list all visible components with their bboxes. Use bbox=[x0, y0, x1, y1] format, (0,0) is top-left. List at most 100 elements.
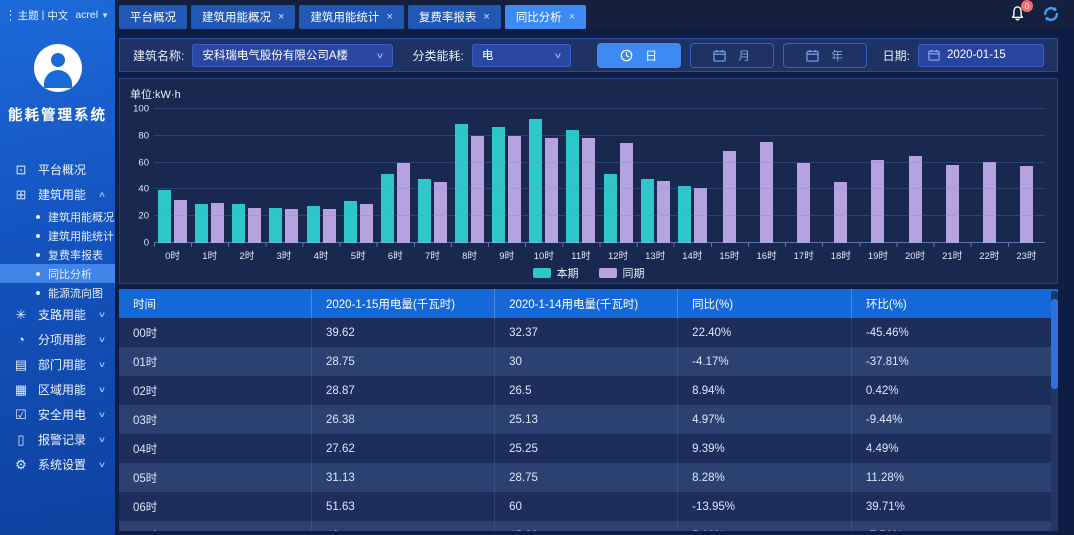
bar-同期-12时[interactable] bbox=[619, 143, 633, 243]
bar-同期-14时[interactable] bbox=[693, 188, 707, 243]
bar-本期-5时[interactable] bbox=[343, 201, 357, 243]
bar-同期-20时[interactable] bbox=[908, 155, 922, 243]
tab-复费率报表[interactable]: 复费率报表 × bbox=[407, 4, 501, 29]
x-axis-label: 11时 bbox=[571, 251, 591, 262]
table-scrollbar-thumb[interactable] bbox=[1051, 299, 1058, 389]
sidebar-item-department-energy[interactable]: ▤ 部门用能 ∨ bbox=[0, 352, 115, 377]
table-row[interactable]: 07时4845.635.19%-7.56% bbox=[119, 521, 1058, 531]
bar-同期-0时[interactable] bbox=[174, 199, 188, 243]
tab-同比分析[interactable]: 同比分析 × bbox=[504, 4, 587, 29]
bar-本期-9时[interactable] bbox=[492, 127, 506, 243]
bar-本期-11时[interactable] bbox=[566, 129, 580, 243]
bar-同期-1时[interactable] bbox=[211, 202, 225, 243]
bar-本期-13时[interactable] bbox=[640, 178, 654, 243]
bar-本期-7时[interactable] bbox=[417, 178, 431, 243]
bar-本期-10时[interactable] bbox=[529, 119, 543, 243]
bar-同期-15时[interactable] bbox=[722, 151, 736, 243]
bar-同期-3时[interactable] bbox=[285, 209, 299, 243]
bar-本期-8时[interactable] bbox=[455, 124, 469, 243]
bar-本期-4时[interactable] bbox=[306, 206, 320, 243]
table-row[interactable]: 04时 27.62 25.25 9.39% 4.49% bbox=[119, 434, 1058, 463]
date-input[interactable]: 2020-01-15 bbox=[918, 43, 1044, 67]
sidebar-item-region-energy[interactable]: ▦ 区域用能 ∨ bbox=[0, 377, 115, 402]
theme-switch[interactable]: 主题 bbox=[17, 9, 39, 22]
tab-建筑用能概况[interactable]: 建筑用能概况 × bbox=[191, 4, 296, 29]
period-button-年[interactable]: 年 bbox=[782, 42, 867, 68]
legend-item-同期[interactable]: 同期 bbox=[598, 265, 645, 281]
sidebar-item-branch-energy[interactable]: ✳ 支路用能 ∨ bbox=[0, 302, 115, 327]
sidebar-subitem-同比分析[interactable]: 同比分析 bbox=[0, 264, 115, 283]
sidebar-subitem-能源流向图[interactable]: 能源流向图 bbox=[0, 283, 115, 302]
table-row[interactable]: 01时 28.75 30 -4.17% -37.81% bbox=[119, 347, 1058, 376]
table-row[interactable]: 05时 31.13 28.75 8.28% 11.28% bbox=[119, 463, 1058, 492]
bar-同期-23时[interactable] bbox=[1019, 165, 1033, 243]
sidebar-item-system-settings[interactable]: ⚙ 系统设置 ∨ bbox=[0, 452, 115, 477]
refresh-button[interactable] bbox=[1042, 5, 1060, 26]
sidebar-item-alarm-records[interactable]: ▯ 报警记录 ∨ bbox=[0, 427, 115, 452]
tab-close-icon[interactable]: × bbox=[568, 10, 576, 23]
calendar-icon bbox=[928, 49, 940, 61]
table-row[interactable]: 00时 39.62 32.37 22.40% -45.46% bbox=[119, 318, 1058, 347]
sidebar-subitem-建筑用能统计[interactable]: 建筑用能统计 bbox=[0, 226, 115, 245]
chevron-down-icon: ▼ bbox=[101, 10, 109, 20]
bar-同期-9时[interactable] bbox=[508, 135, 522, 243]
tab-close-icon[interactable]: × bbox=[386, 10, 393, 23]
tab-close-icon[interactable]: × bbox=[278, 10, 285, 23]
avatar[interactable] bbox=[33, 44, 82, 92]
bar-同期-21时[interactable] bbox=[945, 164, 959, 243]
bar-group-4时 bbox=[303, 109, 340, 243]
sidebar-subitem-复费率报表[interactable]: 复费率报表 bbox=[0, 245, 115, 264]
bar-同期-22时[interactable] bbox=[982, 161, 996, 243]
legend-item-本期[interactable]: 本期 bbox=[532, 265, 579, 281]
bar-同期-13时[interactable] bbox=[656, 181, 670, 243]
sidebar-item-subentry-energy[interactable]: ◔ 分项用能 ∨ bbox=[0, 327, 115, 352]
bar-本期-0时[interactable] bbox=[158, 189, 172, 243]
period-button-label: 年 bbox=[831, 48, 844, 63]
bar-同期-4时[interactable] bbox=[322, 209, 336, 243]
bar-同期-17时[interactable] bbox=[797, 162, 811, 243]
bar-本期-12时[interactable] bbox=[603, 174, 617, 243]
notifications-button[interactable]: 0 bbox=[1009, 0, 1033, 25]
sidebar-item-platform-overview[interactable]: ⊡ 平台概况 bbox=[0, 157, 115, 182]
table-row[interactable]: 03时 26.38 25.13 4.97% -9.44% bbox=[119, 405, 1058, 434]
hamburger-menu-icon[interactable] bbox=[10, 9, 11, 21]
x-axis-label: 5时 bbox=[350, 251, 366, 262]
bar-同期-8时[interactable] bbox=[471, 135, 485, 243]
bar-同期-16时[interactable] bbox=[760, 141, 774, 243]
tab-平台概况[interactable]: 平台概况 bbox=[119, 4, 187, 29]
bar-本期-1时[interactable] bbox=[195, 204, 209, 243]
bar-同期-11时[interactable] bbox=[582, 138, 596, 243]
building-select[interactable]: 安科瑞电气股份有限公司A楼 ∨ bbox=[192, 43, 393, 67]
table-row[interactable]: 02时 28.87 26.5 8.94% 0.42% bbox=[119, 376, 1058, 405]
table-row[interactable]: 06时 51.63 60 -13.95% 39.71% bbox=[119, 492, 1058, 521]
bar-同期-6时[interactable] bbox=[396, 162, 410, 243]
table-cell: 01时 bbox=[119, 347, 312, 376]
sidebar-subitem-建筑用能概况[interactable]: 建筑用能概况 bbox=[0, 207, 115, 226]
sidebar-item-building-energy[interactable]: ⊞ 建筑用能 ∧ bbox=[0, 182, 115, 207]
bar-同期-7时[interactable] bbox=[433, 181, 447, 243]
table-cell: -9.44% bbox=[865, 413, 903, 426]
sidebar-header: 主题 | 中文 acrel ▼ bbox=[0, 0, 115, 30]
bar-本期-3时[interactable] bbox=[269, 207, 283, 243]
bar-同期-5时[interactable] bbox=[359, 204, 373, 243]
period-button-月[interactable]: 月 bbox=[689, 42, 774, 68]
period-button-日[interactable]: 日 bbox=[596, 42, 681, 68]
table-scrollbar-track[interactable] bbox=[1051, 291, 1058, 531]
bar-同期-19时[interactable] bbox=[871, 159, 885, 243]
tab-建筑用能统计[interactable]: 建筑用能统计 × bbox=[299, 4, 404, 29]
language-switch[interactable]: 中文 bbox=[47, 9, 69, 22]
bar-本期-6时[interactable] bbox=[380, 173, 394, 243]
bar-同期-18时[interactable] bbox=[834, 182, 848, 243]
tab-close-icon[interactable]: × bbox=[483, 10, 490, 23]
chart-panel: 单位:kW·h 0 20 40 60 80 100 0时 1时 2时 3时 4时 5时 6时 7时 8时 9… bbox=[119, 78, 1058, 284]
bar-同期-10时[interactable] bbox=[545, 137, 559, 243]
bar-同期-2时[interactable] bbox=[248, 207, 262, 243]
sidebar-item-label: 部门用能 bbox=[38, 358, 87, 372]
bar-本期-2时[interactable] bbox=[232, 204, 246, 243]
table-cell: 45.63 bbox=[494, 521, 679, 531]
energy-type-select[interactable]: 电 ∨ bbox=[471, 43, 571, 67]
sidebar-item-safety-power[interactable]: ☑ 安全用电 ∨ bbox=[0, 402, 115, 427]
user-menu[interactable]: acrel bbox=[75, 9, 99, 21]
table-cell: 31.13 bbox=[311, 463, 496, 492]
bar-本期-14时[interactable] bbox=[677, 186, 691, 243]
